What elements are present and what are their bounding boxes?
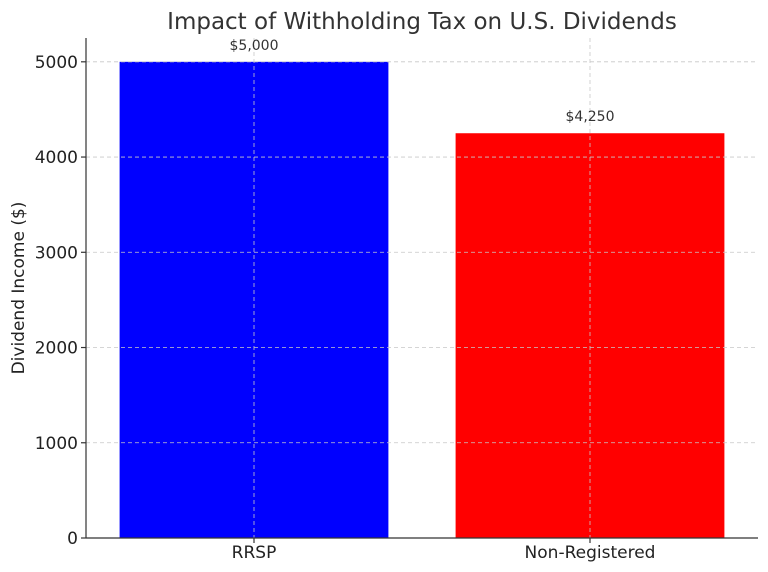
- x-axis-ticks: RRSP Non-Registered: [232, 538, 656, 563]
- chart-title: Impact of Withholding Tax on U.S. Divide…: [167, 9, 677, 35]
- y-tick-label-0: 0: [67, 529, 78, 549]
- y-tick-label-4: 4000: [35, 148, 78, 168]
- x-tick-label-0: RRSP: [232, 543, 277, 563]
- x-tick-label-1: Non-Registered: [525, 543, 656, 563]
- y-axis-label: Dividend Income ($): [9, 202, 29, 375]
- y-tick-label-3: 3000: [35, 243, 78, 263]
- y-axis-ticks: 0 1000 2000 3000 4000 5000: [35, 53, 86, 549]
- data-label-0: $5,000: [230, 38, 279, 54]
- y-tick-label-5: 5000: [35, 53, 78, 73]
- data-labels: $5,000 $4,250: [230, 38, 615, 125]
- y-tick-label-2: 2000: [35, 339, 78, 359]
- bars-group: [119, 61, 725, 539]
- data-label-1: $4,250: [566, 109, 615, 125]
- y-tick-label-1: 1000: [35, 434, 78, 454]
